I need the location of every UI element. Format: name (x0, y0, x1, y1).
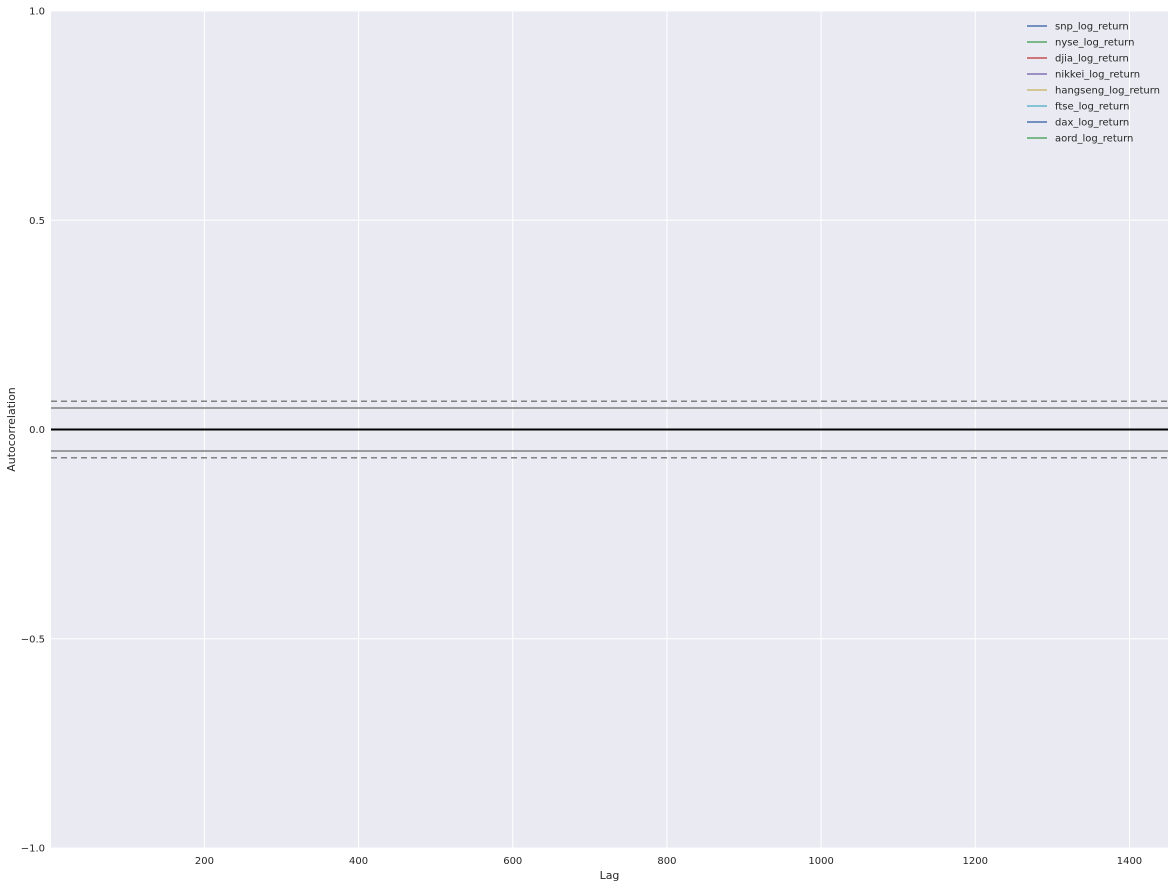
x-tick-label: 600 (503, 856, 522, 867)
x-axis-label: Lag (600, 869, 620, 882)
y-tick-label: 1.0 (29, 7, 45, 18)
reference-lines (51, 400, 1168, 459)
legend-label: djia_log_return (1055, 54, 1129, 65)
y-axis-label: Autocorrelation (5, 387, 18, 472)
x-axis-ticks: 200 400 600 800 1000 1200 1400 (195, 856, 1142, 867)
y-tick-label: −1.0 (21, 844, 45, 855)
y-axis-ticks: −1.0 −0.5 0.0 0.5 1.0 (21, 7, 45, 855)
legend-label: nikkei_log_return (1055, 70, 1140, 81)
y-tick-label: 0.5 (29, 216, 45, 227)
legend-label: ftse_log_return (1055, 102, 1129, 113)
x-tick-label: 200 (195, 856, 214, 867)
legend-label: dax_log_return (1055, 118, 1129, 129)
x-tick-label: 1200 (963, 856, 988, 867)
y-tick-label: −0.5 (21, 634, 45, 645)
legend-label: nyse_log_return (1055, 38, 1134, 49)
x-tick-label: 800 (657, 856, 676, 867)
x-tick-label: 400 (349, 856, 368, 867)
y-tick-label: 0.0 (29, 425, 45, 436)
x-tick-label: 1400 (1117, 856, 1142, 867)
x-tick-label: 1000 (808, 856, 833, 867)
legend-label: hangseng_log_return (1055, 86, 1160, 97)
legend: snp_log_return nyse_log_return djia_log_re… (1027, 22, 1160, 145)
legend-label: aord_log_return (1055, 134, 1133, 145)
legend-label: snp_log_return (1055, 22, 1129, 33)
